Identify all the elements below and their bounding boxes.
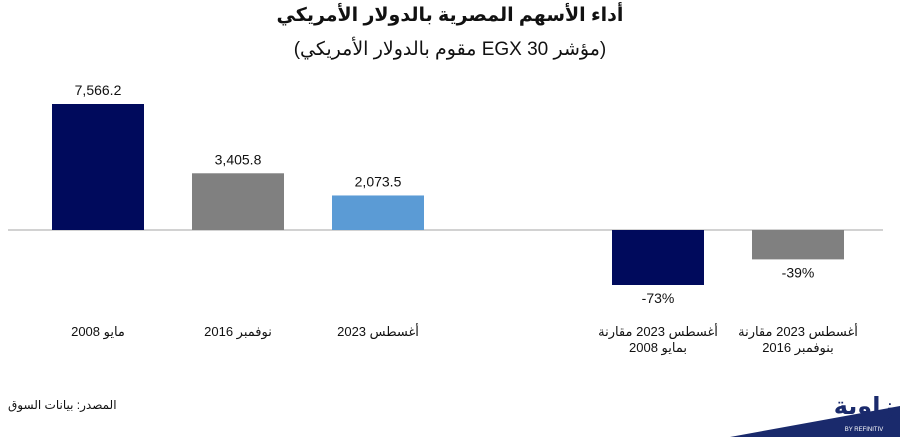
bar [52,104,144,230]
data-label: -73% [642,290,675,306]
data-label: 2,073.5 [355,173,402,189]
data-label: -39% [782,264,815,280]
bar [752,230,844,260]
bar [332,195,424,230]
category-label: أغسطس 2023 [337,324,419,339]
bar [612,230,704,285]
data-label: 3,405.8 [215,151,262,167]
chart-title: أداء الأسهم المصرية بالدولار الأمريكي [276,5,624,26]
chart-subtitle: (مؤشر EGX 30 مقوم بالدولار الأمريكي) [293,39,607,60]
category-label: أغسطس 2023 مقارنة بمايو 2008 [598,324,718,355]
logo-wordmark: زاوية [834,392,895,420]
category-label: أغسطس 2023 مقارنة بنوفمبر 2016 [738,324,858,355]
zawya-logo: زاوية BY REFINITIV [730,392,900,437]
category-label: مايو 2008 [71,324,125,339]
category-label: نوفمبر 2016 [204,324,272,339]
logo-tagline: BY REFINITIV [845,427,884,433]
bar [192,173,284,230]
data-label: 7,566.2 [75,82,122,98]
source-note: المصدر: بيانات السوق [8,398,117,412]
